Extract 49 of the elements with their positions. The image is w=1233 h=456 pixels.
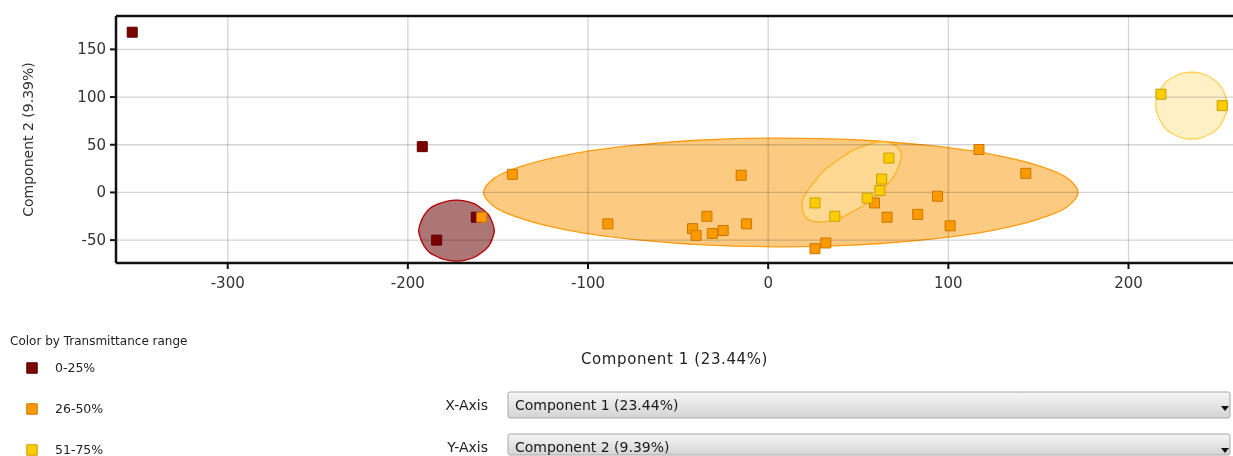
legend-label: 0-25% [55, 360, 96, 375]
y-axis-title: Component 2 (9.39%) [20, 62, 36, 217]
point [1216, 100, 1228, 112]
x-tick-label: -100 [571, 274, 606, 292]
y-tick-label: 150 [77, 40, 106, 59]
point [690, 229, 702, 241]
point [602, 218, 614, 230]
point [506, 168, 518, 180]
x-tick-label: -300 [210, 274, 245, 292]
point [829, 210, 841, 222]
y-tick-label: 0 [96, 183, 106, 202]
point [874, 185, 886, 197]
point [701, 210, 713, 222]
point [476, 211, 488, 223]
point [912, 208, 924, 220]
y-tick-label: 100 [77, 88, 106, 107]
point [1155, 88, 1167, 100]
point [883, 152, 895, 164]
point [932, 190, 944, 202]
point [1020, 167, 1032, 179]
point [735, 169, 747, 181]
point [741, 218, 753, 230]
point [820, 237, 832, 249]
point [717, 225, 729, 237]
point [973, 144, 985, 156]
point [431, 234, 443, 246]
x-tick-label: 200 [1114, 274, 1143, 292]
y-tick-label: 50 [86, 135, 106, 154]
legend-title: Color by Transmittance range [10, 334, 188, 348]
text: Component 1 (23.44%) [515, 397, 679, 413]
y-tick-label: -50 [81, 231, 106, 250]
point [881, 211, 893, 223]
x-tick-label: 100 [934, 274, 963, 292]
legend-label: 26-50% [55, 401, 104, 416]
point [416, 141, 428, 153]
point [876, 173, 888, 185]
point [944, 220, 956, 232]
point [809, 197, 821, 209]
point [706, 227, 718, 239]
x-tick-label: 0 [763, 274, 773, 292]
text: X-Axis [445, 397, 488, 413]
point [809, 243, 821, 255]
point [861, 192, 873, 204]
legend-label: 51-75% [55, 442, 104, 456]
x-axis-title: Component 1 (23.44%) [580, 350, 769, 368]
point [126, 26, 138, 38]
text: Component 2 (9.39%) [515, 439, 670, 455]
x-tick-label: -200 [390, 274, 425, 292]
text: Y-Axis [446, 439, 488, 455]
